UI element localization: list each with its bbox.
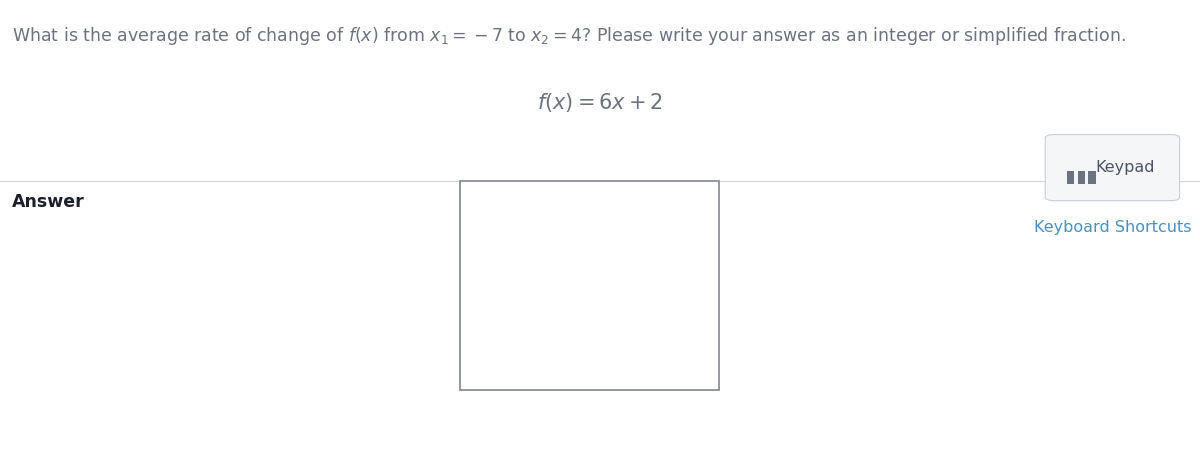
Bar bbox=[1067, 179, 1074, 184]
Bar bbox=[1078, 171, 1085, 176]
Bar bbox=[1078, 179, 1085, 184]
Bar bbox=[460, 181, 719, 390]
Text: Keypad: Keypad bbox=[1096, 160, 1156, 175]
Bar bbox=[1088, 175, 1096, 180]
FancyBboxPatch shape bbox=[1045, 135, 1180, 201]
Bar bbox=[1067, 171, 1074, 176]
Bar bbox=[1088, 171, 1096, 176]
Text: What is the average rate of change of $f(x)$ from $x_1 = -7$ to $x_2 = 4$? Pleas: What is the average rate of change of $f… bbox=[12, 25, 1126, 47]
Text: Answer: Answer bbox=[12, 193, 85, 211]
Text: $f(x) = 6x + 2$: $f(x) = 6x + 2$ bbox=[536, 91, 664, 114]
Text: Keyboard Shortcuts: Keyboard Shortcuts bbox=[1033, 220, 1192, 235]
Bar bbox=[1067, 175, 1074, 180]
Bar bbox=[1088, 179, 1096, 184]
Bar bbox=[1078, 175, 1085, 180]
